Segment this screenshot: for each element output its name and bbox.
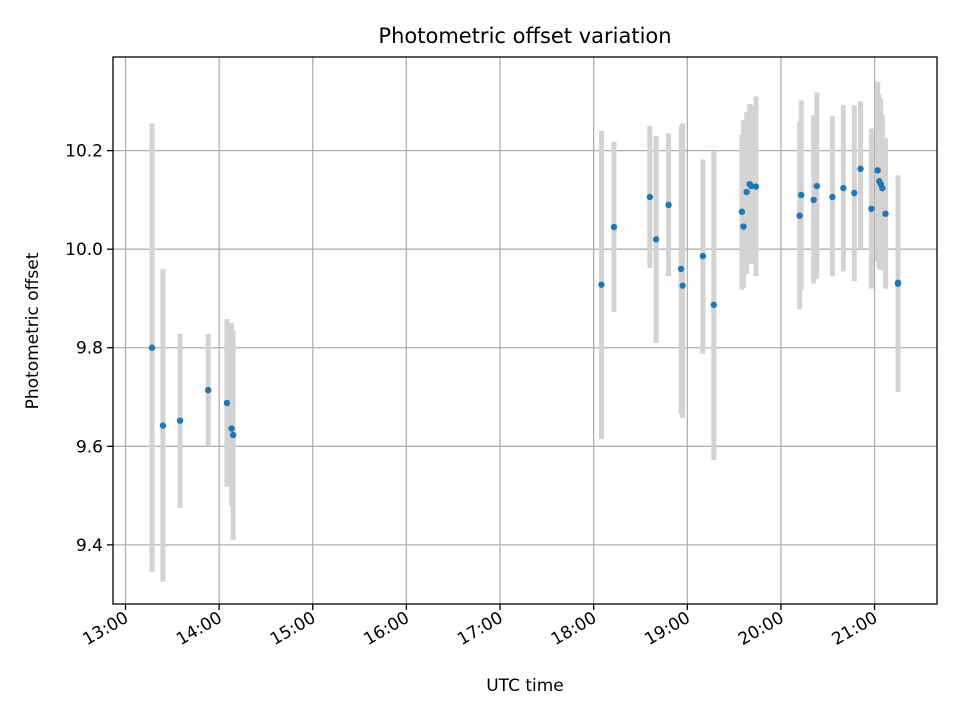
data-point <box>652 236 660 243</box>
data-point <box>646 193 654 201</box>
y-tick-label: 10.0 <box>65 240 103 260</box>
data-point <box>699 252 707 260</box>
y-axis-label: Photometric offset <box>23 252 43 409</box>
data-point <box>813 182 821 190</box>
data-point <box>148 344 156 351</box>
grid <box>113 57 937 604</box>
data-point <box>204 386 212 394</box>
y-tick-label: 9.6 <box>76 437 103 457</box>
y-tick-label: 9.8 <box>76 339 103 359</box>
data-point <box>894 279 902 286</box>
data-point <box>851 189 858 197</box>
data-point <box>159 422 167 429</box>
data-point <box>223 399 231 407</box>
data-point <box>740 223 747 230</box>
data-point <box>228 425 235 432</box>
data-point <box>874 167 881 174</box>
data-points <box>148 165 902 439</box>
data-point <box>710 301 718 309</box>
data-point <box>796 212 803 219</box>
data-point <box>176 417 184 424</box>
y-axis: 9.4 9.6 9.8 10.0 10.2 <box>65 142 113 556</box>
data-point <box>857 165 864 173</box>
y-tick-label: 9.4 <box>76 536 103 556</box>
data-point <box>879 184 886 192</box>
data-point <box>679 282 686 289</box>
plot-frame <box>112 56 938 605</box>
data-point <box>882 210 889 217</box>
data-point <box>229 431 237 439</box>
data-point <box>738 208 746 215</box>
data-point <box>677 265 685 273</box>
x-axis-label: UTC time <box>486 676 564 696</box>
data-point <box>829 193 836 201</box>
chart-title: Photometric offset variation <box>378 24 671 48</box>
data-point <box>752 183 760 190</box>
data-point <box>840 184 847 192</box>
data-point <box>743 188 750 196</box>
y-tick-label: 10.2 <box>65 142 103 162</box>
data-point <box>748 182 755 190</box>
data-point <box>810 196 817 204</box>
data-point <box>868 205 875 212</box>
data-point <box>598 281 605 288</box>
data-point <box>798 191 805 199</box>
data-point <box>665 201 672 209</box>
data-point <box>610 223 618 231</box>
